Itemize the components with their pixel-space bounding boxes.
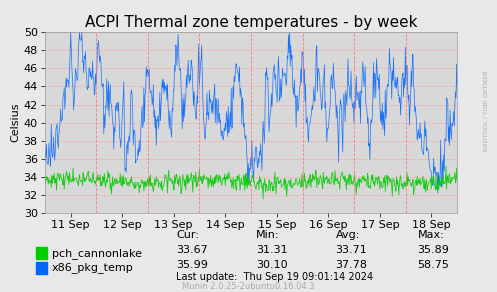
Y-axis label: Celsius: Celsius xyxy=(11,103,21,142)
Text: 33.71: 33.71 xyxy=(335,245,367,255)
Text: Cur:: Cur: xyxy=(176,230,199,240)
Text: pch_cannonlake: pch_cannonlake xyxy=(52,248,142,259)
Text: 31.31: 31.31 xyxy=(256,245,288,255)
Text: Avg:: Avg: xyxy=(335,230,360,240)
Text: Last update:  Thu Sep 19 09:01:14 2024: Last update: Thu Sep 19 09:01:14 2024 xyxy=(176,272,374,282)
Text: Min:: Min: xyxy=(256,230,279,240)
Text: 30.10: 30.10 xyxy=(256,260,288,270)
Text: 35.99: 35.99 xyxy=(176,260,208,270)
Text: 37.78: 37.78 xyxy=(335,260,367,270)
Text: x86_pkg_temp: x86_pkg_temp xyxy=(52,262,133,273)
Text: 33.67: 33.67 xyxy=(176,245,208,255)
Text: Munin 2.0.25-2ubuntu0.16.04.3: Munin 2.0.25-2ubuntu0.16.04.3 xyxy=(182,282,315,291)
Text: Max:: Max: xyxy=(417,230,444,240)
Title: ACPI Thermal zone temperatures - by week: ACPI Thermal zone temperatures - by week xyxy=(84,15,417,29)
Text: 35.89: 35.89 xyxy=(417,245,449,255)
Text: 58.75: 58.75 xyxy=(417,260,449,270)
Text: RRDTOOL / TOBI OETIKER: RRDTOOL / TOBI OETIKER xyxy=(484,71,489,151)
